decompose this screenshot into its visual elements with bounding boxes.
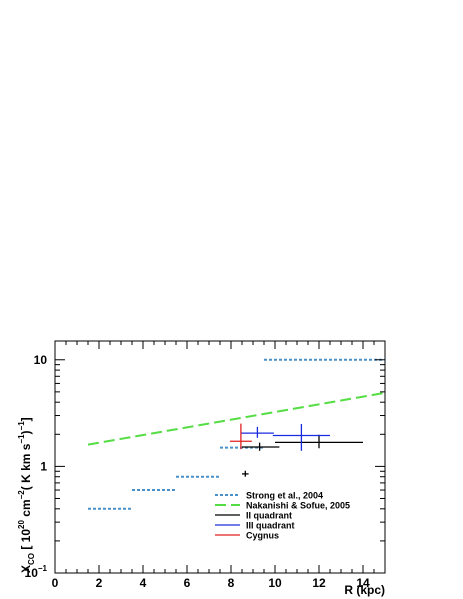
strong-series xyxy=(88,358,385,510)
x-tick-label: 12 xyxy=(312,576,326,590)
x-axis-ticks: 0 2 4 6 8 10 12 14 xyxy=(52,341,386,590)
y-tick-label-base: 10 xyxy=(25,566,39,580)
data-point xyxy=(229,423,252,450)
y-tick-label-base: 1 xyxy=(40,459,47,473)
y-title-main: X xyxy=(19,565,33,573)
data-point xyxy=(242,470,249,477)
data-point xyxy=(275,434,363,449)
x-tick-label: 4 xyxy=(140,576,147,590)
y-title-exp3: −1 xyxy=(17,434,26,444)
measurement-points xyxy=(229,423,363,477)
legend-label: II quadrant xyxy=(246,511,292,521)
data-point xyxy=(242,442,280,451)
data-point xyxy=(240,426,274,438)
legend-label: Cygnus xyxy=(246,531,279,541)
legend-label: Nakanishi & Sofue, 2005 xyxy=(246,501,350,511)
y-title-unit2: ( K km s xyxy=(19,443,33,490)
y-title-unit1: cm xyxy=(19,499,33,520)
x-tick-label: 6 xyxy=(184,576,191,590)
y-tick-label-base: 10 xyxy=(34,353,48,367)
y-tick-label: 10 xyxy=(34,353,48,367)
y-title-exp4: −1 xyxy=(17,421,26,431)
x-tick-label: 2 xyxy=(96,576,103,590)
nakanishi-line xyxy=(87,391,386,446)
legend-label: Strong et al., 2004 xyxy=(246,491,323,501)
x-tick-label: 14 xyxy=(356,576,370,590)
y-title-bracket-open: [ 10 xyxy=(19,529,33,553)
x-tick-label: 0 xyxy=(52,576,59,590)
y-title-bracket-close: ] xyxy=(19,417,33,421)
y-title-sub: CO xyxy=(27,553,36,565)
y-tick-label-exp: −1 xyxy=(38,564,48,573)
y-tick-label: 1 xyxy=(40,459,47,473)
x-tick-label: 8 xyxy=(228,576,235,590)
y-title-exp1: 20 xyxy=(17,520,26,529)
x-tick-label: 10 xyxy=(268,576,282,590)
y-tick-label: 10−1 xyxy=(25,564,48,580)
x-axis-title: R (kpc) xyxy=(344,583,385,597)
y-axis-title: XCO [ 1020 cm−2( K km s−1)−1] xyxy=(17,417,36,573)
y-title-exp2: −2 xyxy=(17,490,26,500)
plot-frame xyxy=(54,340,386,574)
nakanishi-series xyxy=(87,391,386,446)
data-point xyxy=(272,423,330,451)
legend-label: III quadrant xyxy=(246,521,295,531)
y-title-unit3: ) xyxy=(19,430,33,434)
